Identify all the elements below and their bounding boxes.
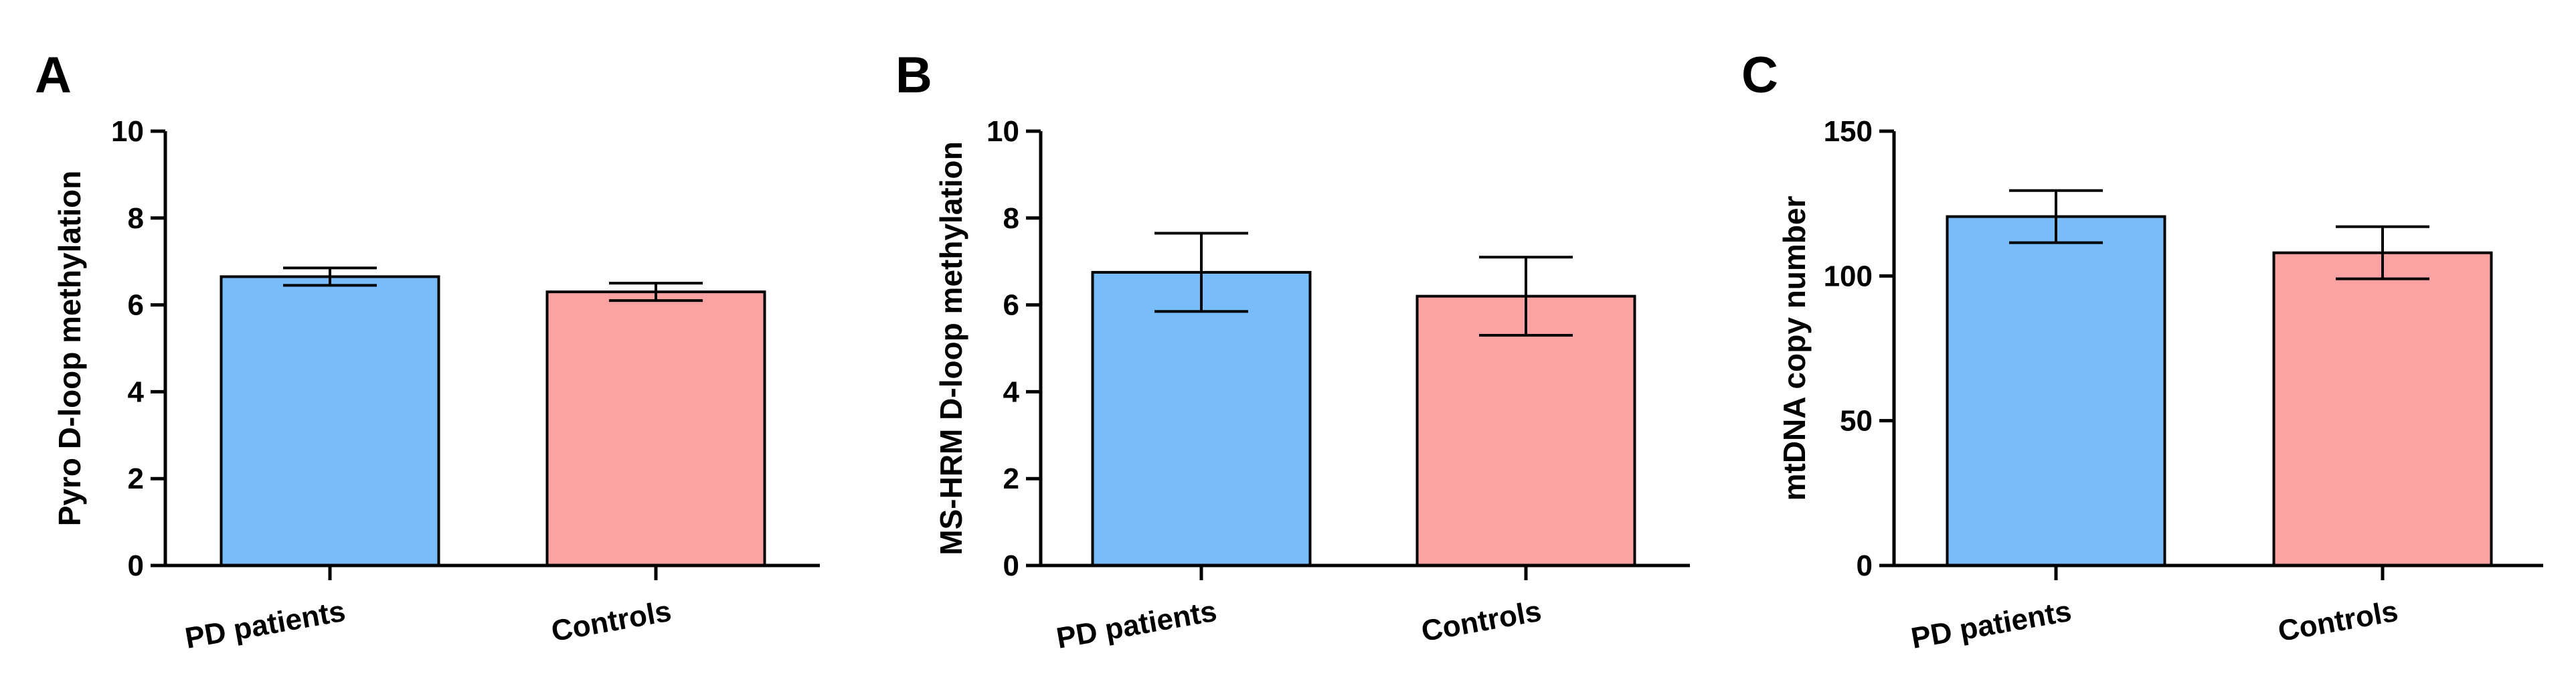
y-tick-label: 4 [128, 375, 145, 408]
panel-letter: C [1741, 47, 1778, 104]
x-tick-label: Controls [1419, 595, 1544, 648]
y-tick-label: 10 [111, 115, 144, 148]
y-tick-label: 0 [128, 549, 144, 582]
x-tick-label: PD patients [1909, 595, 2074, 655]
panel-letter: B [895, 47, 932, 104]
y-tick-label: 2 [128, 462, 144, 495]
y-tick-label: 0 [1003, 549, 1019, 582]
y-tick-label: 10 [986, 115, 1019, 148]
bar-pd-patients [220, 275, 440, 567]
bar-controls [2272, 251, 2493, 567]
panel-letter: A [35, 47, 72, 104]
y-tick-label: 8 [128, 202, 144, 235]
y-tick-label: 6 [1003, 289, 1019, 322]
y-tick-label: 6 [128, 289, 144, 322]
y-tick-label: 0 [1857, 549, 1873, 582]
bar-controls [545, 290, 766, 567]
x-tick-label: PD patients [1054, 595, 1219, 655]
x-tick-label: Controls [2276, 595, 2401, 648]
y-tick-label: 8 [1003, 202, 1019, 235]
y-tick-label: 100 [1824, 260, 1873, 292]
x-tick-label: PD patients [183, 595, 348, 655]
bar-pd-patients [1946, 215, 2166, 567]
x-tick-label: Controls [549, 595, 674, 648]
y-tick-label: 2 [1003, 462, 1019, 495]
chart-panel-b: B MS-HRM D-loop methylation 0 2 4 6 8 10 PD pati… [895, 47, 1690, 655]
y-axis-title: mtDNA copy number [1777, 196, 1812, 501]
y-tick-label: 4 [1003, 375, 1020, 408]
y-tick-label: 150 [1824, 115, 1873, 148]
y-axis-title: Pyro D-loop methylation [52, 171, 87, 527]
y-axis-title: MS-HRM D-loop methylation [934, 141, 968, 555]
bar-pd-patients [1091, 270, 1312, 567]
y-tick-label: 50 [1840, 405, 1873, 438]
chart-panel-a: A Pyro D-loop methylation 0 2 4 6 8 10 PD patien… [35, 47, 820, 655]
